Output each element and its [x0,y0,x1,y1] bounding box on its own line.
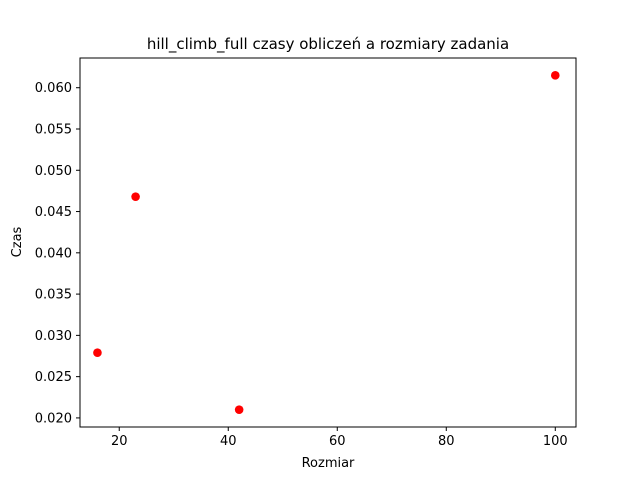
y-axis-label: Czas [10,226,25,257]
x-tick-label: 60 [329,434,346,449]
y-tick-label: 0.045 [35,205,72,220]
y-tick-label: 0.020 [35,411,72,426]
x-axis-ticks: 20 40 60 80 100 [111,427,568,449]
y-tick-label: 0.040 [35,246,72,261]
y-tick-label: 0.035 [35,288,72,303]
y-tick-label: 0.055 [35,122,72,137]
x-tick-label: 100 [543,434,568,449]
chart-title: hill_climb_full czasy obliczeń a rozmiar… [147,35,509,54]
y-tick-label: 0.025 [35,370,72,385]
plot-frame [79,57,577,428]
y-tick-label: 0.050 [35,164,72,179]
x-tick-label: 40 [220,434,237,449]
data-point [93,348,102,358]
y-axis-ticks: 0.020 0.025 0.030 0.035 0.040 0.045 0.050 0.055… [35,81,80,426]
x-axis-label: Rozmiar [302,456,355,471]
data-point [234,405,244,414]
y-tick-label: 0.030 [35,329,72,344]
data-points [93,71,560,414]
data-point [550,71,560,80]
x-tick-label: 20 [111,434,128,449]
data-point [131,192,140,201]
x-tick-label: 80 [438,434,455,449]
y-tick-label: 0.060 [35,81,72,96]
